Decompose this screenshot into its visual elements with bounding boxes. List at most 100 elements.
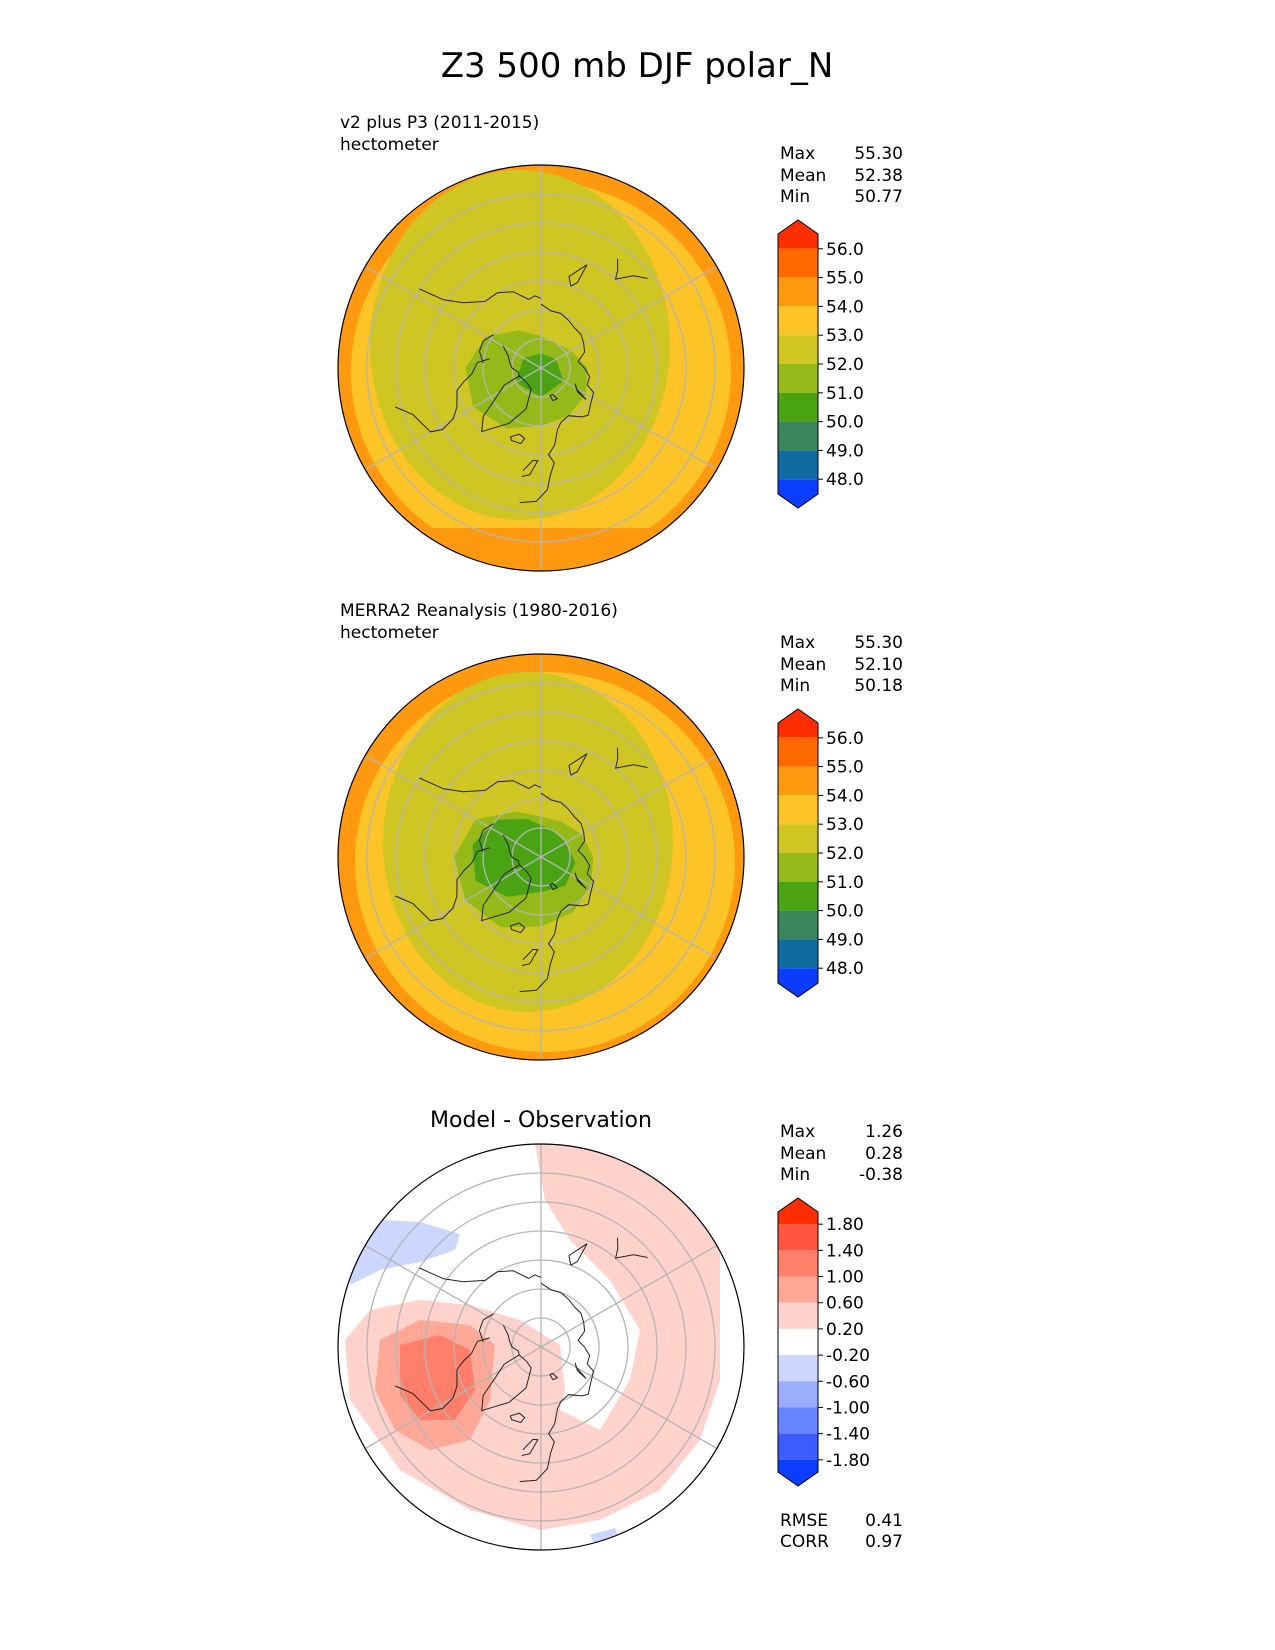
panel-model-coastlines: [395, 258, 648, 504]
colorbar-tick-label-1: 55.0: [826, 758, 864, 778]
panel-diff-negative-patch: [345, 1220, 460, 1285]
panel-diff-footer-stats: RMSE 0.41 CORR 0.97: [780, 1511, 903, 1552]
colorbar-swatch-9: [778, 968, 818, 997]
coastline-7: [574, 383, 587, 400]
stat-mean-label: Mean: [780, 655, 826, 675]
stat-mean-value: 0.28: [865, 1144, 903, 1164]
meridian-120: [540, 1244, 718, 1348]
colorbar-swatch-10: [778, 1459, 818, 1486]
stat-min-value: 50.18: [854, 676, 903, 696]
colorbar-tick-label-3: 53.0: [826, 815, 864, 835]
meridian-120: [540, 265, 718, 369]
colorbar-swatch-7: [778, 1381, 818, 1408]
colorbar-swatch-0: [778, 709, 818, 738]
colorbar-tick-label-2: 1.00: [826, 1268, 864, 1288]
panel-model-subtitle-line-2: hectometer: [340, 135, 439, 155]
coastline-3: [509, 922, 526, 934]
colorbar-tick-label-8: 48.0: [826, 470, 864, 490]
coastline-9: [614, 747, 648, 769]
colorbar-tick-label-6: -0.60: [826, 1372, 870, 1392]
colorbar-tick-label-2: 54.0: [826, 786, 864, 806]
stat-max-value: 1.26: [865, 1122, 903, 1142]
colorbar-swatch-1: [778, 1224, 818, 1251]
coastline-1: [395, 1337, 490, 1412]
coastline-6: [549, 882, 559, 891]
stat-min-label: Min: [780, 1165, 810, 1185]
coastline-10: [568, 264, 588, 287]
panel-diff-map-border: [337, 1143, 745, 1551]
stat-rmse-label: RMSE: [780, 1511, 828, 1531]
stat-rmse-value: 0.41: [865, 1511, 903, 1531]
coastline-8: [528, 295, 542, 300]
coastline-10: [568, 753, 588, 776]
coastline-2: [481, 375, 532, 433]
colorbar-tick-label-6: 50.0: [826, 413, 864, 433]
panel-diff-stats: Max 1.26 Mean 0.28 Min -0.38: [780, 1122, 903, 1185]
stat-min-label: Min: [780, 676, 810, 696]
panel-obs: MERRA2 Reanalysis (1980-2016) hectometer…: [337, 601, 903, 1061]
colorbar-swatch-2: [778, 1250, 818, 1277]
coastline-5: [519, 1282, 595, 1483]
colorbar-swatch-3: [778, 1276, 818, 1303]
coastline-3: [509, 433, 526, 445]
panel-model: v2 plus P3 (2011-2015) hectometer Max 55…: [337, 113, 903, 572]
colorbar-tick-label-7: 49.0: [826, 930, 864, 950]
colorbar-swatch-4: [778, 1302, 818, 1329]
colorbar-tick-label-5: -0.20: [826, 1346, 870, 1366]
colorbar-swatch-3: [778, 306, 818, 336]
colorbar-swatch-9: [778, 1433, 818, 1460]
panel-obs-colorbar: 56.0 55.0 54.0 53.0 52.0 51.0 50.0 49.0 48.0: [777, 708, 864, 998]
coastline-12: [478, 823, 494, 853]
coastline-12: [478, 334, 494, 364]
colorbar-tick-label-5: 51.0: [826, 873, 864, 893]
coastline-8: [528, 1274, 542, 1279]
colorbar-swatch-7: [778, 910, 818, 940]
colorbar-tick-label-9: -1.80: [826, 1451, 870, 1471]
stat-max-label: Max: [780, 1122, 815, 1142]
coastline-9: [614, 258, 648, 280]
colorbar-swatch-0: [778, 220, 818, 249]
colorbar-swatch-5: [778, 1328, 818, 1356]
colorbar-swatch-5: [778, 364, 818, 393]
coastline-3: [509, 1412, 526, 1424]
figure-title: Z3 500 mb DJF polar_N: [441, 46, 834, 86]
colorbar-swatch-9: [778, 479, 818, 508]
coastline-0: [419, 1267, 530, 1283]
panel-model-subtitle-line-1: v2 plus P3 (2011-2015): [340, 113, 539, 133]
colorbar-tick-label-5: 51.0: [826, 384, 864, 404]
coastline-5: [519, 303, 595, 504]
colorbar-tick-label-0: 56.0: [826, 729, 864, 749]
colorbar-tick-label-2: 54.0: [826, 297, 864, 317]
colorbar-swatch-6: [778, 881, 818, 911]
panel-model-map: [338, 165, 744, 571]
coastline-11: [502, 835, 520, 866]
colorbar-swatch-4: [778, 824, 818, 853]
panel-obs-coastlines: [395, 747, 648, 993]
meridian-60: [540, 367, 718, 471]
panel-model-stats: Max 55.30 Mean 52.38 Min 50.77: [780, 144, 903, 207]
colorbar-swatch-5: [778, 853, 818, 882]
stat-min-value: 50.77: [854, 187, 903, 207]
colorbar-outline: [777, 1197, 819, 1487]
colorbar-tick-label-4: 52.0: [826, 355, 864, 375]
colorbar-swatch-0: [778, 1198, 818, 1225]
coastline-11: [502, 1325, 520, 1356]
colorbar-swatch-7: [778, 421, 818, 451]
colorbar-tick-label-7: 49.0: [826, 441, 864, 461]
colorbar-swatch-1: [778, 737, 818, 767]
meridian-240: [364, 754, 542, 858]
colorbar-tick-label-1: 1.40: [826, 1241, 864, 1261]
coastline-4: [521, 1438, 539, 1456]
stat-mean-label: Mean: [780, 166, 826, 186]
meridian-60: [540, 856, 718, 960]
colorbar-tick-label-1: 55.0: [826, 269, 864, 289]
colorbar-swatch-6: [778, 392, 818, 422]
panel-obs-contour-50: [472, 818, 576, 897]
stat-max-label: Max: [780, 144, 815, 164]
panel-obs-stats: Max 55.30 Mean 52.10 Min 50.18: [780, 633, 903, 696]
panel-obs-subtitle-line-1: MERRA2 Reanalysis (1980-2016): [340, 601, 618, 621]
stat-mean-label: Mean: [780, 1144, 826, 1164]
panel-obs-map-border: [337, 653, 745, 1061]
colorbar-swatch-4: [778, 335, 818, 364]
colorbar-tick-label-4: 0.20: [826, 1320, 864, 1340]
